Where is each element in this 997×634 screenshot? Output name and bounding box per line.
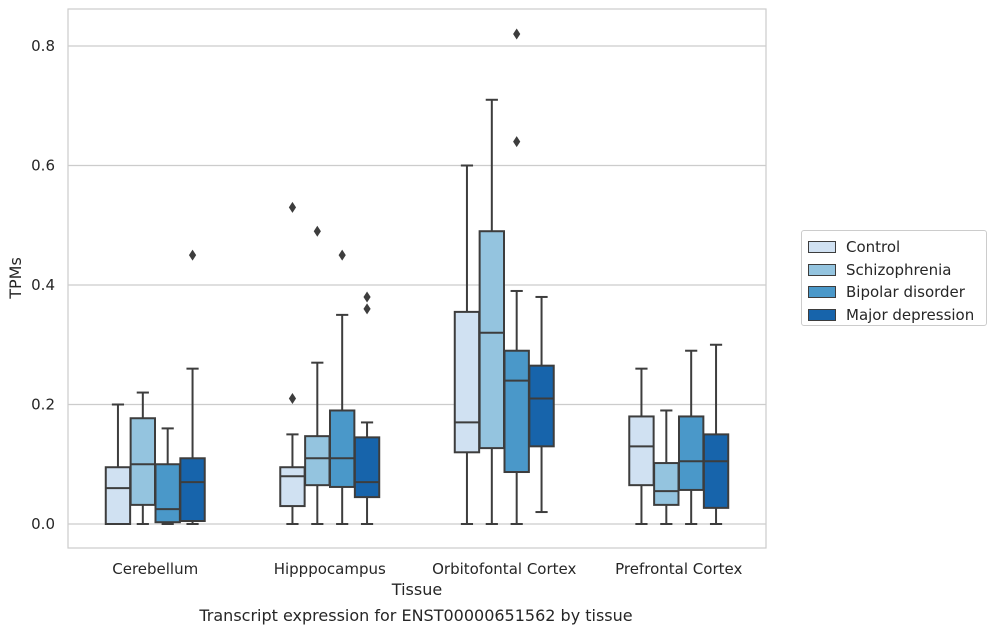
legend-swatch (808, 263, 836, 276)
box-1-2 (328, 249, 356, 525)
legend-item: Major depression (808, 304, 986, 327)
box-iqr (478, 230, 506, 450)
y-tick-label: 0.0 (31, 515, 55, 533)
legend: Control Schizophrenia Bipolar disorder Majo… (801, 230, 987, 326)
box-1-3 (353, 291, 381, 525)
box-iqr (528, 364, 555, 448)
x-tick-labels: Cerebellum Hipppocampus Orbitofontal Corte… (112, 560, 742, 578)
y-tick-label: 0.6 (31, 157, 55, 175)
box-3-3 (702, 343, 730, 525)
plot-area-frame (67, 8, 767, 549)
y-axis-label: TPMs (6, 257, 25, 300)
box-0-2 (154, 427, 181, 525)
outlier-point (288, 393, 297, 405)
box-2-2 (503, 28, 530, 525)
box-iqr (328, 409, 356, 488)
box-0-3 (179, 249, 206, 525)
outlier-point (313, 225, 321, 237)
box-iqr (653, 462, 680, 506)
x-tick-label: Orbitofontal Cortex (432, 560, 576, 578)
y-gridlines (68, 45, 766, 525)
box-0-1 (129, 391, 157, 525)
outlier-point (363, 291, 371, 303)
box-iqr (304, 435, 331, 487)
box-3-0 (628, 367, 655, 525)
y-tick-label: 0.8 (31, 37, 55, 55)
box-0-0 (104, 403, 132, 525)
box-2-3 (528, 295, 555, 514)
legend-swatch (808, 308, 836, 321)
legend-label: Bipolar disorder (846, 283, 965, 302)
legend-item: Schizophrenia (808, 259, 986, 282)
legend-swatch (808, 241, 836, 254)
boxes-layer (104, 28, 730, 525)
box-iqr (677, 415, 705, 491)
box-iqr (628, 415, 655, 487)
box-iqr (104, 466, 132, 525)
box-iqr (353, 436, 381, 499)
y-tick-labels: 0.0 0.2 0.4 0.6 0.8 (31, 37, 55, 533)
y-tick-label: 0.4 (31, 276, 55, 294)
legend-item: Bipolar disorder (808, 281, 986, 304)
box-3-1 (653, 409, 680, 525)
box-2-1 (478, 98, 506, 525)
x-tick-label: Cerebellum (112, 560, 198, 578)
outlier-point (338, 249, 346, 261)
x-tick-label: Hipppocampus (274, 560, 386, 578)
outlier-point (513, 28, 521, 40)
x-axis-label: Tissue (391, 580, 442, 599)
box-iqr (702, 433, 730, 509)
legend-item: Control (808, 236, 986, 259)
legend-swatch (808, 286, 836, 299)
box-3-2 (677, 349, 705, 525)
x-tick-label: Prefrontal Cortex (615, 560, 742, 578)
outlier-point (513, 136, 521, 148)
box-1-1 (304, 225, 331, 525)
box-iqr (503, 349, 530, 474)
box-iqr (453, 310, 481, 454)
box-1-0 (279, 201, 306, 525)
box-iqr (179, 457, 206, 523)
box-iqr (154, 463, 181, 524)
figure-caption: Transcript expression for ENST0000065156… (199, 606, 633, 625)
legend-label: Major depression (846, 305, 975, 324)
legend-label: Control (846, 238, 901, 257)
box-iqr (129, 417, 157, 506)
outlier-point (363, 303, 371, 315)
box-iqr (279, 466, 306, 508)
outlier-point (288, 201, 297, 213)
box-2-0 (453, 164, 481, 525)
outlier-point (188, 249, 197, 261)
y-tick-label: 0.2 (31, 396, 55, 414)
legend-label: Schizophrenia (846, 260, 952, 279)
